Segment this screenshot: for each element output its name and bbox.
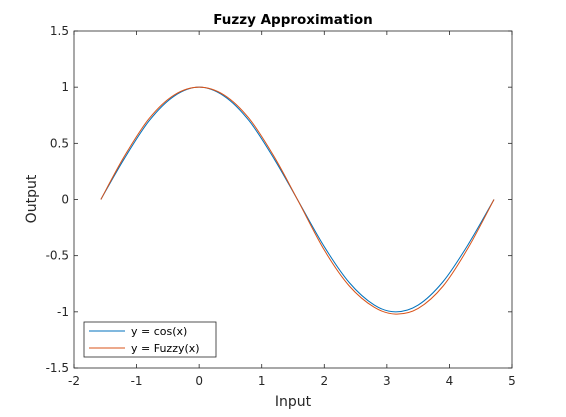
plot-area	[74, 31, 512, 368]
chart-title: Fuzzy Approximation	[213, 12, 373, 28]
legend-label-cos: y = cos(x)	[131, 325, 187, 338]
x-tick-label: -1	[131, 374, 143, 388]
y-tick-label: -1.5	[46, 361, 69, 375]
series-line-fuzzy	[100, 86, 495, 315]
series-layer	[100, 86, 495, 315]
x-tick-label: 0	[195, 374, 203, 388]
x-tick-label: 2	[320, 374, 328, 388]
y-tick-label: -1	[57, 305, 69, 319]
plot-frame	[73, 30, 513, 369]
x-axis-label: Input	[275, 394, 312, 410]
y-tick-label: 1.5	[50, 24, 69, 38]
y-tick-label: 0	[61, 193, 69, 207]
x-tick-label: 4	[446, 374, 454, 388]
legend-label-fuzzy: y = Fuzzy(x)	[131, 342, 200, 355]
x-tick-label: 1	[258, 374, 266, 388]
ticks-layer: -2 -1 0 1 2 3 4 5 1.5 1 0.5 0 -0.5 -1 -1.5	[46, 24, 516, 388]
y-axis-label: Output	[24, 174, 40, 223]
y-tick-label: -0.5	[46, 249, 69, 263]
y-tick-label: 1	[61, 80, 69, 94]
legend-box	[83, 321, 217, 358]
y-tick-label: 0.5	[50, 136, 69, 150]
legend: y = cos(x) y = Fuzzy(x)	[83, 321, 217, 358]
x-tick-label: 5	[508, 374, 516, 388]
x-tick-label: -2	[68, 374, 80, 388]
x-tick-label: 3	[383, 374, 391, 388]
